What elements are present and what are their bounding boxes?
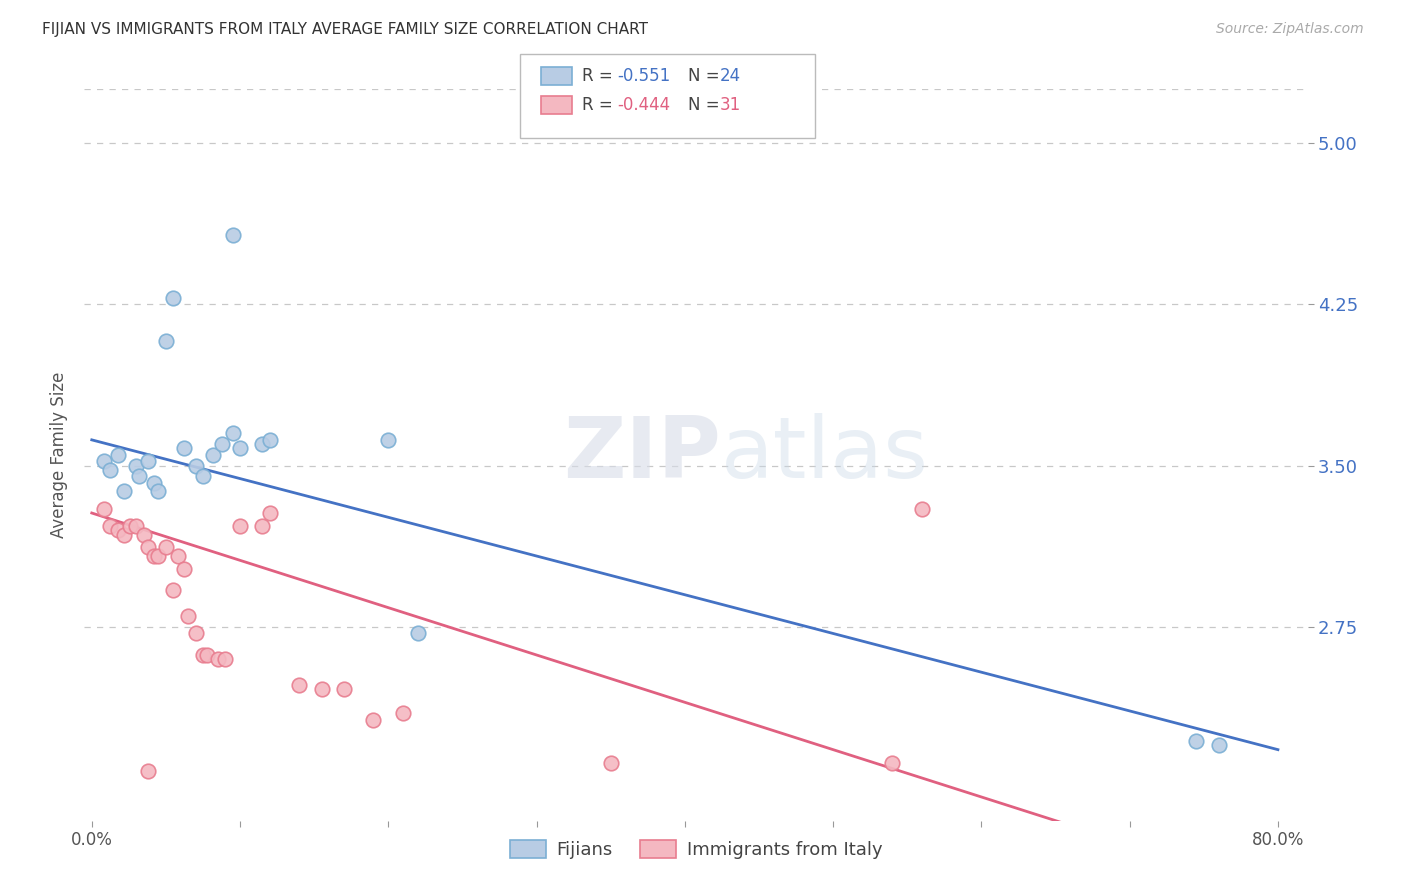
Point	[177, 609, 200, 624]
Point	[311, 682, 333, 697]
Point	[162, 291, 184, 305]
Point	[214, 652, 236, 666]
Text: -0.444: -0.444	[617, 96, 671, 114]
Point	[93, 454, 115, 468]
Point	[392, 706, 415, 720]
Point	[125, 519, 148, 533]
Point	[155, 334, 177, 348]
Point	[155, 541, 177, 555]
Text: 24: 24	[720, 67, 741, 85]
Point	[1208, 739, 1230, 753]
Point	[112, 527, 135, 541]
Point	[148, 484, 170, 499]
Point	[259, 433, 281, 447]
Point	[599, 756, 621, 770]
Y-axis label: Average Family Size: Average Family Size	[51, 372, 69, 538]
Point	[221, 426, 243, 441]
Point	[136, 764, 159, 779]
Point	[202, 448, 225, 462]
Point	[229, 519, 252, 533]
Point	[93, 501, 115, 516]
Point	[148, 549, 170, 563]
Point	[191, 469, 214, 483]
Text: FIJIAN VS IMMIGRANTS FROM ITALY AVERAGE FAMILY SIZE CORRELATION CHART: FIJIAN VS IMMIGRANTS FROM ITALY AVERAGE …	[42, 22, 648, 37]
Point	[125, 458, 148, 473]
Point	[136, 454, 159, 468]
Text: 31: 31	[720, 96, 741, 114]
Point	[173, 562, 195, 576]
Text: N =: N =	[688, 67, 718, 85]
Point	[98, 519, 121, 533]
Point	[107, 448, 129, 462]
Point	[377, 433, 399, 447]
Text: R =: R =	[582, 96, 613, 114]
Point	[98, 463, 121, 477]
Point	[1185, 734, 1208, 748]
Point	[207, 652, 229, 666]
Point	[252, 519, 274, 533]
Point	[363, 713, 385, 727]
Point	[191, 648, 214, 662]
Point	[166, 549, 188, 563]
Point	[136, 541, 159, 555]
Point	[211, 437, 233, 451]
Point	[128, 469, 150, 483]
Point	[184, 626, 207, 640]
Point	[112, 484, 135, 499]
Point	[221, 228, 243, 243]
Text: atlas: atlas	[720, 413, 928, 497]
Text: -0.551: -0.551	[617, 67, 671, 85]
Point	[132, 527, 155, 541]
Point	[120, 519, 142, 533]
Text: ZIP: ZIP	[562, 413, 720, 497]
Text: R =: R =	[582, 67, 613, 85]
Point	[911, 501, 934, 516]
Point	[162, 583, 184, 598]
Point	[197, 648, 219, 662]
Point	[143, 475, 166, 490]
Point	[333, 682, 356, 697]
Point	[184, 458, 207, 473]
Point	[252, 437, 274, 451]
Point	[406, 626, 429, 640]
Point	[107, 523, 129, 537]
Text: N =: N =	[688, 96, 718, 114]
Point	[143, 549, 166, 563]
Point	[288, 678, 311, 692]
Point	[259, 506, 281, 520]
Point	[882, 756, 904, 770]
Legend: Fijians, Immigrants from Italy: Fijians, Immigrants from Italy	[502, 833, 890, 866]
Text: Source: ZipAtlas.com: Source: ZipAtlas.com	[1216, 22, 1364, 37]
Point	[173, 442, 195, 456]
Point	[229, 442, 252, 456]
